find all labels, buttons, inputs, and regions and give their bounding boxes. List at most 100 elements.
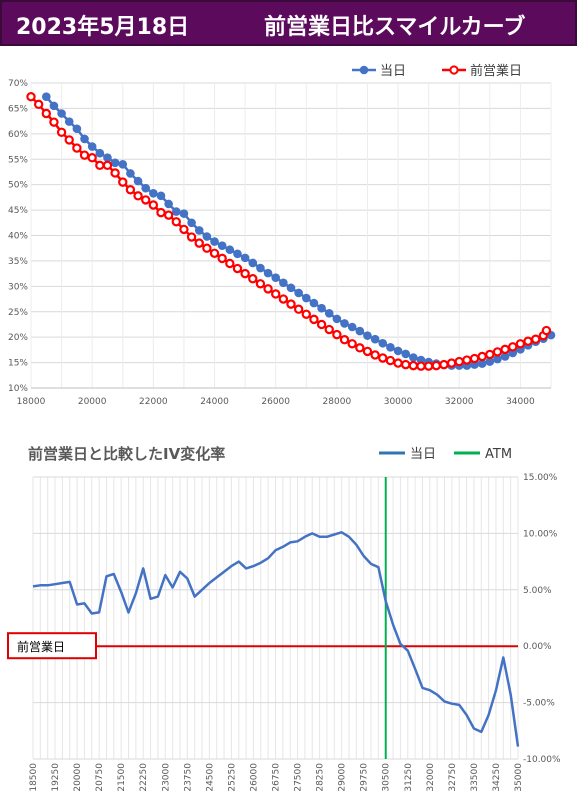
chart1-point-prev: [347, 339, 357, 349]
chart2-x-tick: 32750: [448, 763, 458, 792]
chart2-x-tick: 23000: [161, 763, 171, 792]
chart1-point-today: [225, 245, 235, 255]
chart1-point-prev: [232, 263, 243, 274]
header-date: 2023年5月18日: [16, 15, 190, 40]
chart1-point-prev: [492, 347, 503, 357]
chart2-y-tick: -10.00%: [523, 755, 561, 765]
chart1-x-tick: 18000: [17, 397, 46, 407]
chart1-point-today: [217, 241, 227, 250]
chart1-x-tick: 20000: [78, 397, 107, 407]
chart1-point-prev: [148, 200, 159, 210]
chart1-point-prev: [293, 304, 304, 314]
chart2-x-tick: 31250: [404, 763, 414, 792]
chart1-point-prev: [125, 185, 136, 195]
chart1-point-today: [103, 153, 112, 163]
chart1-point-prev: [141, 195, 151, 205]
chart1-y-tick: 35%: [8, 257, 28, 267]
chart2-x-tick: 34250: [492, 763, 502, 792]
chart1-point-prev: [309, 314, 319, 325]
chart1-point-today: [401, 349, 411, 359]
chart1-point-prev: [477, 351, 487, 362]
chart1-point-today: [149, 189, 158, 198]
chart1-point-today: [57, 109, 66, 118]
chart1-point-prev: [531, 334, 541, 344]
chart1-point-prev: [118, 177, 128, 187]
chart2-x-tick: 21500: [117, 763, 127, 792]
chart1-point-prev: [87, 153, 97, 163]
chart1-point-prev: [95, 160, 105, 171]
chart1-point-prev: [316, 319, 327, 330]
chart1-legend-marker-today: [359, 65, 369, 75]
chart1-point-today: [133, 176, 143, 186]
chart1-y-tick: 25%: [8, 308, 28, 318]
chart1-point-today: [317, 303, 326, 313]
chart1-point-today: [87, 142, 97, 151]
chart1-point-today: [363, 331, 372, 340]
chart1-x-tick: 24000: [200, 397, 229, 407]
chart2-y-tick: -5.00%: [523, 699, 555, 709]
chart1-y-tick: 10%: [8, 384, 28, 394]
chart2-callout-label: 前営業日: [17, 639, 65, 654]
chart1-point-prev: [171, 217, 181, 227]
chart1-y-tick: 65%: [8, 104, 28, 114]
chart1-y-tick: 60%: [8, 130, 28, 140]
chart1-point-today: [324, 308, 334, 318]
chart1-point-prev: [179, 224, 189, 235]
chart2-x-tick: 18500: [29, 763, 39, 792]
chart2-bg: [0, 422, 577, 802]
chart1-point-prev: [446, 358, 457, 368]
chart1-point-prev: [541, 325, 552, 336]
chart1-point-prev: [263, 284, 273, 294]
chart1-y-tick: 30%: [8, 282, 28, 292]
chart2-x-tick: 19250: [51, 763, 61, 792]
chart1-point-prev: [133, 191, 143, 201]
chart1-point-prev: [49, 117, 59, 127]
chart1-y-tick: 50%: [8, 181, 28, 191]
chart1-point-prev: [416, 361, 426, 371]
chart2-x-tick: 20750: [95, 763, 105, 792]
chart1-point-today: [500, 352, 510, 361]
chart2-y-tick: 10.00%: [523, 529, 558, 539]
chart1-point-today: [477, 359, 487, 368]
chart1-y-tick: 15%: [8, 359, 28, 369]
chart1-point-prev: [102, 160, 113, 171]
chart2-x-tick: 26000: [249, 763, 259, 792]
chart1-point-prev: [370, 350, 380, 360]
chart1-point-prev: [500, 344, 510, 355]
chart1-point-today: [80, 134, 89, 144]
chart1-point-prev: [278, 294, 289, 304]
chart1-point-prev: [72, 143, 82, 153]
chart1-x-tick: 32000: [445, 397, 474, 407]
chart1-y-tick: 70%: [8, 79, 28, 89]
chart1-point-prev: [286, 299, 296, 309]
chart1-point-today: [49, 101, 59, 111]
chart1-point-today: [370, 334, 380, 344]
chart1-point-prev: [339, 335, 350, 345]
chart1-y-tick: 40%: [8, 232, 28, 242]
chart2-x-tick: 26750: [272, 763, 282, 792]
chart2-series-line-today: [32, 531, 520, 747]
chart2-y-tick: 15.00%: [523, 473, 558, 483]
header-title: 前営業日比スマイルカーブ: [264, 15, 526, 40]
chart1-point-prev: [271, 289, 281, 299]
chart1-point-prev: [401, 359, 411, 370]
chart1-x-tick: 22000: [139, 397, 168, 407]
chart1-point-prev: [56, 127, 67, 138]
chart1-point-today: [240, 253, 250, 263]
chart2-x-tick: 28250: [316, 763, 326, 792]
chart1-point-prev: [240, 268, 250, 279]
iv-change-chart: 前営業日と比較したIV変化率 15.00% 10.00% 5.00% 0.00% -5.0…: [0, 422, 577, 802]
chart1-point-today: [309, 298, 319, 308]
chart1-point-today: [72, 124, 82, 134]
chart1-legend-label-today: 当日: [380, 64, 406, 79]
chart1-point-prev: [355, 343, 365, 353]
chart1-point-today: [202, 232, 212, 241]
chart1-point-prev: [515, 339, 526, 349]
chart1-point-today: [164, 199, 173, 209]
chart1-point-prev: [469, 353, 480, 364]
chart1-point-today: [294, 288, 303, 298]
chart1-point-today: [118, 160, 128, 169]
chart1-point-today: [378, 338, 388, 348]
chart2-x-tick: 22250: [139, 763, 149, 792]
chart1-point-prev: [332, 329, 342, 340]
